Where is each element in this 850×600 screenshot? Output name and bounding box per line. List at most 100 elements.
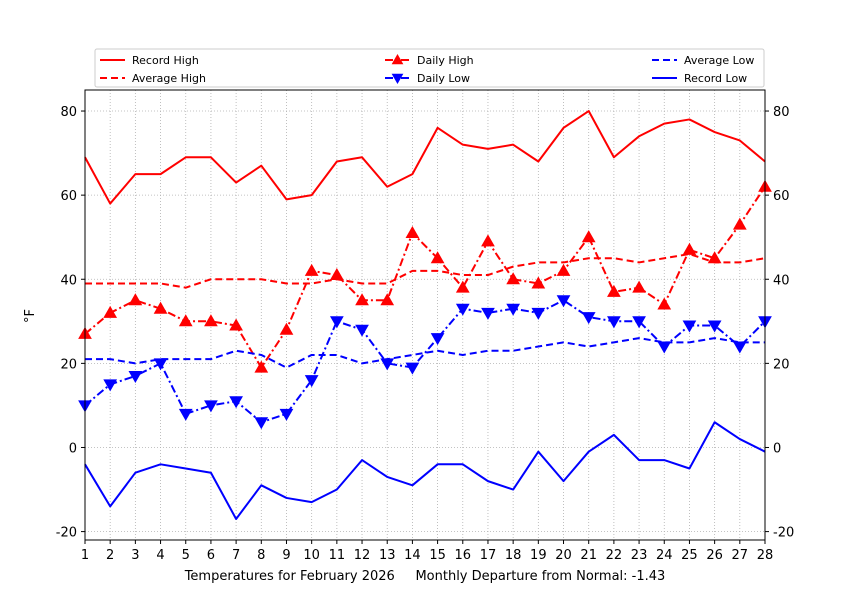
- x-tick-label: 17: [480, 548, 497, 563]
- daily-high-point: [531, 276, 546, 289]
- daily-high-point: [329, 268, 344, 281]
- daily-low-point: [556, 295, 571, 308]
- daily-low-point: [707, 320, 722, 333]
- y-tick-label-right: 0: [773, 441, 781, 456]
- y-tick-label-right: 20: [773, 357, 790, 372]
- y-tick-label-left: 60: [60, 189, 77, 204]
- daily-low-point: [657, 341, 672, 354]
- daily-low-line: [84, 299, 766, 424]
- daily-high-point: [103, 305, 118, 318]
- average-high-line: [85, 253, 766, 289]
- y-tick-label-right: 80: [773, 105, 790, 120]
- x-tick-label: 15: [429, 548, 446, 563]
- x-tick-label: 5: [182, 548, 190, 563]
- daily-high-point: [279, 322, 294, 335]
- daily-high-point: [380, 293, 395, 306]
- y-axis-label: °F: [23, 309, 38, 323]
- x-tick-label: 3: [131, 548, 139, 563]
- legend-label-daily-low: Daily Low: [417, 72, 470, 85]
- daily-low-point: [204, 400, 218, 413]
- daily-low-series: [78, 295, 772, 430]
- x-tick-label: 1: [81, 548, 89, 563]
- y-tick-label-left: 0: [69, 441, 77, 456]
- daily-high-point: [455, 280, 470, 293]
- y-tick-label-right: -20: [773, 526, 794, 541]
- axis-ticks: 1 2 3 4 5 6 7 8 9 10 11 12 13 14 15 16 17 18 19 20 21 22 23 24 2…: [56, 105, 794, 563]
- record-high-line: [84, 110, 766, 205]
- x-tick-label: 7: [232, 548, 240, 563]
- y-tick-label-left: -20: [56, 526, 77, 541]
- x-tick-label: 28: [757, 548, 774, 563]
- x-tick-label: 19: [530, 548, 547, 563]
- record-low-series: [84, 421, 766, 520]
- legend-label-record-high: Record High: [132, 54, 199, 67]
- x-tick-label: 22: [606, 548, 623, 563]
- record-low-line: [84, 421, 766, 520]
- x-tick-label: 4: [156, 548, 164, 563]
- daily-high-point: [153, 301, 168, 314]
- y-tick-label-left: 40: [60, 273, 77, 288]
- x-tick-label: 12: [354, 548, 371, 563]
- x-tick-label: 18: [505, 548, 522, 563]
- daily-high-line: [84, 186, 766, 369]
- daily-low-point: [632, 316, 646, 329]
- x-tick-label: 14: [404, 548, 421, 563]
- legend-label-average-low: Average Low: [684, 54, 754, 67]
- daily-high-point: [405, 225, 420, 238]
- legend-label-average-high: Average High: [132, 72, 206, 85]
- x-tick-label: 21: [580, 548, 597, 563]
- legend-label-record-low: Record Low: [684, 72, 747, 85]
- x-tick-label: 25: [681, 548, 698, 563]
- legend-box: [94, 48, 765, 88]
- daily-low-point: [531, 307, 546, 320]
- daily-low-point: [279, 408, 294, 421]
- daily-low-point: [254, 417, 269, 430]
- daily-low-point: [128, 370, 143, 383]
- x-tick-label: 6: [207, 548, 215, 563]
- daily-high-point: [707, 251, 722, 264]
- x-tick-label: 16: [455, 548, 472, 563]
- x-tick-label: 20: [555, 548, 572, 563]
- average-low-series: [85, 337, 765, 369]
- y-tick-label-left: 20: [60, 357, 77, 372]
- legend-marker-daily-low: [391, 73, 404, 85]
- x-tick-label: 11: [329, 548, 346, 563]
- daily-high-point: [682, 242, 697, 255]
- legend-label-daily-high: Daily High: [417, 54, 474, 67]
- daily-low-point: [103, 379, 118, 392]
- daily-low-point: [153, 358, 168, 371]
- daily-high-point: [304, 263, 319, 276]
- x-tick-label: 13: [379, 548, 396, 563]
- x-tick-label: 26: [706, 548, 723, 563]
- daily-high-point: [657, 297, 672, 310]
- average-high-series: [85, 253, 766, 289]
- y-tick-label-right: 40: [773, 273, 790, 288]
- y-tick-label-left: 80: [60, 105, 77, 120]
- daily-high-point: [355, 293, 369, 306]
- daily-low-point: [329, 316, 344, 329]
- daily-high-point: [254, 360, 269, 373]
- daily-high-point: [607, 284, 621, 297]
- daily-low-point: [682, 320, 697, 333]
- daily-high-point: [581, 230, 596, 243]
- daily-low-point: [355, 324, 369, 337]
- daily-low-point: [229, 396, 243, 409]
- daily-high-point: [556, 263, 571, 276]
- daily-low-point: [304, 375, 319, 388]
- daily-high-point: [481, 234, 495, 247]
- x-axis-caption: Temperatures for February 2026 Monthly D…: [184, 569, 666, 584]
- daily-high-point: [229, 318, 243, 331]
- daily-low-point: [732, 341, 747, 354]
- daily-low-point: [481, 307, 495, 320]
- plot-frame: [84, 89, 766, 541]
- x-tick-label: 2: [106, 548, 114, 563]
- legend: Record High Average High Daily High Daily L…: [94, 48, 765, 88]
- x-tick-label: 24: [656, 548, 673, 563]
- x-tick-label: 9: [282, 548, 290, 563]
- daily-low-point: [607, 316, 621, 329]
- daily-high-series: [78, 179, 772, 373]
- daily-low-point: [581, 312, 596, 325]
- daily-high-point: [204, 314, 218, 327]
- daily-high-point: [178, 314, 193, 327]
